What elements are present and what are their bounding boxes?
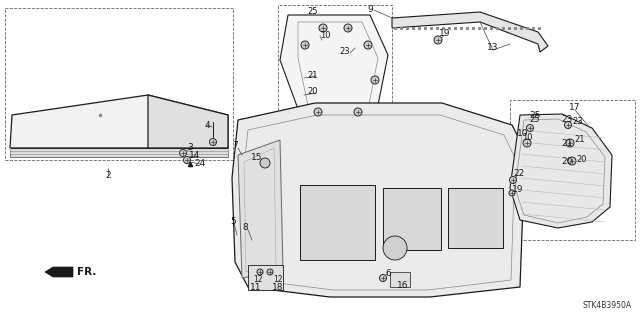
Circle shape: [509, 190, 515, 196]
Bar: [448, 188, 503, 248]
Polygon shape: [10, 95, 228, 148]
Circle shape: [319, 24, 327, 32]
Text: 18: 18: [272, 284, 284, 293]
Circle shape: [371, 76, 379, 84]
Circle shape: [564, 122, 572, 129]
Text: 19: 19: [512, 186, 524, 195]
Bar: [5, 8, 233, 160]
Text: STK4B3950A: STK4B3950A: [583, 301, 632, 310]
Polygon shape: [238, 140, 283, 278]
Text: 21: 21: [561, 138, 573, 147]
Text: 25: 25: [308, 8, 318, 17]
Text: 10: 10: [517, 129, 529, 137]
Circle shape: [523, 139, 531, 147]
Text: 14: 14: [189, 151, 201, 160]
Text: 11: 11: [250, 284, 262, 293]
Text: 23: 23: [573, 117, 583, 127]
Text: 12: 12: [273, 275, 283, 284]
Text: 6: 6: [385, 269, 391, 278]
Text: 25: 25: [529, 110, 541, 120]
Text: 20: 20: [577, 155, 588, 165]
Circle shape: [383, 236, 407, 260]
Circle shape: [434, 36, 442, 44]
Bar: [278, 5, 392, 130]
Text: 25: 25: [530, 115, 540, 124]
Text: 22: 22: [513, 168, 525, 177]
Circle shape: [354, 108, 362, 116]
Text: 3: 3: [187, 144, 193, 152]
Text: 2: 2: [105, 170, 111, 180]
Text: 10: 10: [522, 133, 532, 143]
Text: FR.: FR.: [77, 267, 97, 277]
Text: 17: 17: [569, 103, 580, 113]
Bar: [390, 272, 410, 287]
Circle shape: [566, 139, 574, 147]
Circle shape: [301, 41, 309, 49]
Bar: [248, 265, 283, 290]
Circle shape: [184, 157, 191, 164]
Polygon shape: [10, 148, 228, 157]
Polygon shape: [232, 103, 525, 297]
Text: 8: 8: [242, 224, 248, 233]
Circle shape: [209, 138, 216, 145]
Circle shape: [267, 269, 273, 275]
Text: 20: 20: [308, 87, 318, 97]
Text: 10: 10: [320, 31, 330, 40]
Bar: [383, 188, 441, 250]
Polygon shape: [45, 267, 73, 277]
Text: 21: 21: [575, 136, 585, 145]
Text: 13: 13: [487, 43, 499, 53]
Text: 23: 23: [340, 48, 350, 56]
Text: 15: 15: [252, 153, 263, 162]
Polygon shape: [392, 12, 548, 52]
Text: 16: 16: [397, 280, 409, 290]
Circle shape: [527, 124, 534, 131]
Polygon shape: [148, 95, 228, 148]
Text: 19: 19: [439, 29, 451, 39]
Text: 24: 24: [195, 159, 205, 167]
Text: 9: 9: [367, 5, 373, 14]
Text: 4: 4: [204, 121, 210, 130]
Circle shape: [509, 176, 516, 183]
Text: 7: 7: [232, 140, 238, 150]
Polygon shape: [280, 15, 388, 128]
Text: 20: 20: [561, 158, 573, 167]
Text: 23: 23: [561, 115, 573, 124]
Circle shape: [364, 41, 372, 49]
Bar: [300, 185, 375, 260]
Text: 5: 5: [230, 218, 236, 226]
Circle shape: [344, 24, 352, 32]
Circle shape: [260, 158, 270, 168]
Bar: [510, 100, 635, 240]
Text: 12: 12: [253, 275, 263, 284]
Text: 21: 21: [308, 70, 318, 79]
Circle shape: [568, 157, 576, 165]
Circle shape: [179, 150, 186, 157]
Circle shape: [257, 269, 263, 275]
Polygon shape: [510, 114, 612, 228]
Circle shape: [380, 275, 387, 281]
Circle shape: [314, 108, 322, 116]
